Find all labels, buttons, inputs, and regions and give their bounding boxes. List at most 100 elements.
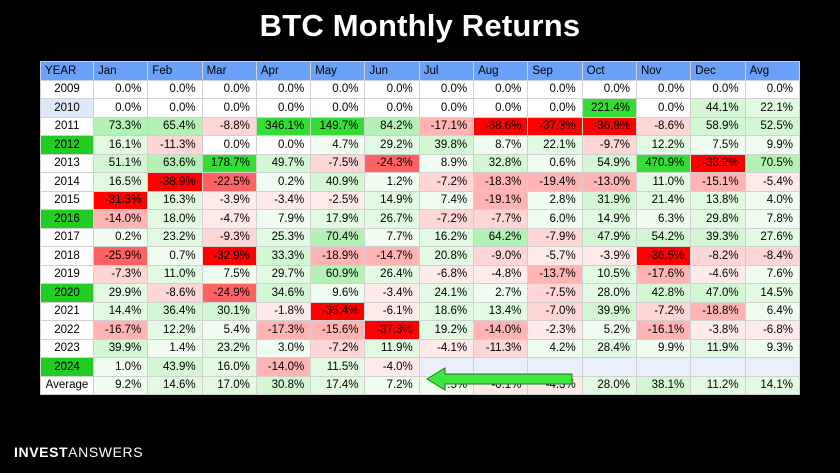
return-cell-avg: -8.4% bbox=[744, 246, 801, 266]
year-cell: 2024 bbox=[40, 357, 94, 377]
return-cell-avg: -5.4% bbox=[744, 172, 801, 192]
return-cell-oct: 28.0% bbox=[581, 283, 637, 303]
table-body: 2009 0.0% 0.0% 0.0% 0.0% 0.0% 0.0% 0.0% 0.0% 0.0%… bbox=[40, 79, 801, 395]
return-cell-mar: -24.9% bbox=[201, 283, 257, 303]
return-cell-aug: -11.3% bbox=[473, 338, 529, 358]
return-cell-nov: 0.0% bbox=[635, 79, 692, 99]
return-cell-mar: -32.9% bbox=[201, 246, 257, 266]
return-cell-apr: 49.7% bbox=[255, 153, 312, 173]
return-cell-apr: 0.0% bbox=[255, 135, 312, 155]
left-arrow-annotation bbox=[426, 367, 573, 391]
return-cell-sep: -7.9% bbox=[527, 227, 583, 247]
return-cell-apr: 29.7% bbox=[255, 264, 312, 284]
return-cell-dec: 39.3% bbox=[690, 227, 746, 247]
return-cell-sep: 0.6% bbox=[527, 153, 583, 173]
return-cell-feb: 0.0% bbox=[147, 79, 203, 99]
return-cell-may: -7.5% bbox=[310, 153, 366, 173]
return-cell-aug: -9.0% bbox=[473, 246, 529, 266]
return-cell-sep: -7.5% bbox=[527, 283, 583, 303]
return-cell-jan: 16.1% bbox=[92, 135, 149, 155]
year-cell: 2021 bbox=[40, 301, 94, 321]
return-cell-jun: -14.7% bbox=[364, 246, 420, 266]
return-cell-oct: 28.0% bbox=[581, 375, 637, 395]
return-cell-jan: 51.1% bbox=[92, 153, 149, 173]
year-cell: 2019 bbox=[40, 264, 94, 284]
return-cell-jan: 29.9% bbox=[92, 283, 149, 303]
return-cell-oct: 54.9% bbox=[581, 153, 637, 173]
return-cell-dec: 44.1% bbox=[690, 98, 746, 118]
return-cell-nov: -8.6% bbox=[635, 116, 692, 136]
column-header-sep: Sep bbox=[527, 61, 583, 81]
return-cell-oct: -36.8% bbox=[581, 116, 637, 136]
return-cell-dec: -18.8% bbox=[690, 301, 746, 321]
year-cell: 2017 bbox=[40, 227, 94, 247]
return-cell-nov: 9.9% bbox=[635, 338, 692, 358]
table-row: 2016 -14.0% 18.0% -4.7% 7.9% 17.9% 26.7% -7.2% -… bbox=[40, 209, 801, 229]
return-cell-avg: 7.8% bbox=[744, 209, 801, 229]
return-cell-mar: -8.8% bbox=[201, 116, 257, 136]
return-cell-mar: 0.0% bbox=[201, 79, 257, 99]
return-cell-apr: -3.4% bbox=[255, 190, 312, 210]
return-cell-jul: 18.6% bbox=[418, 301, 475, 321]
return-cell-jul: -17.1% bbox=[418, 116, 475, 136]
table-row: 2023 39.9% 1.4% 23.2% 3.0% -7.2% 11.9% -4.1% -11… bbox=[40, 338, 801, 358]
return-cell-avg: 9.3% bbox=[744, 338, 801, 358]
column-header-aug: Aug bbox=[473, 61, 529, 81]
return-cell-sep: 0.0% bbox=[527, 79, 583, 99]
return-cell-sep: -37.3% bbox=[527, 116, 583, 136]
return-cell-jun: 14.9% bbox=[364, 190, 420, 210]
footer-brand-bold: INVEST bbox=[14, 444, 69, 460]
column-header-may: May bbox=[310, 61, 366, 81]
return-cell-aug: 2.7% bbox=[473, 283, 529, 303]
column-header-feb: Feb bbox=[147, 61, 203, 81]
return-cell-jul: 19.2% bbox=[418, 320, 475, 340]
table-row: 2009 0.0% 0.0% 0.0% 0.0% 0.0% 0.0% 0.0% 0.0% 0.0%… bbox=[40, 79, 801, 99]
return-cell-mar: 16.0% bbox=[201, 357, 257, 377]
return-cell-jun: -24.3% bbox=[364, 153, 420, 173]
column-header-nov: Nov bbox=[635, 61, 692, 81]
return-cell-dec: -3.8% bbox=[690, 320, 746, 340]
return-cell-feb: -38.9% bbox=[147, 172, 203, 192]
return-cell-nov: 42.8% bbox=[635, 283, 692, 303]
return-cell-oct: -9.7% bbox=[581, 135, 637, 155]
return-cell-sep: -2.3% bbox=[527, 320, 583, 340]
return-cell-dec: -33.2% bbox=[690, 153, 746, 173]
return-cell-may: 9.6% bbox=[310, 283, 366, 303]
return-cell-nov: 21.4% bbox=[635, 190, 692, 210]
return-cell-may: -7.2% bbox=[310, 338, 366, 358]
year-cell: 2010 bbox=[40, 98, 94, 118]
return-cell-jun: 1.2% bbox=[364, 172, 420, 192]
year-cell: 2023 bbox=[40, 338, 94, 358]
return-cell-jul: -4.1% bbox=[418, 338, 475, 358]
return-cell-feb: -11.3% bbox=[147, 135, 203, 155]
return-cell-mar: -9.3% bbox=[201, 227, 257, 247]
return-cell-aug: -18.3% bbox=[473, 172, 529, 192]
return-cell-may: 4.7% bbox=[310, 135, 366, 155]
table-row: 2015 -31.3% 16.3% -3.9% -3.4% -2.5% 14.9% 7.4% -… bbox=[40, 190, 801, 210]
return-cell-may: 70.4% bbox=[310, 227, 366, 247]
return-cell-sep: 4.2% bbox=[527, 338, 583, 358]
return-cell-aug: -4.8% bbox=[473, 264, 529, 284]
return-cell-apr: -14.0% bbox=[255, 357, 312, 377]
year-cell: 2014 bbox=[40, 172, 94, 192]
return-cell-dec: 13.8% bbox=[690, 190, 746, 210]
return-cell-mar: 17.0% bbox=[201, 375, 257, 395]
column-header-oct: Oct bbox=[581, 61, 637, 81]
year-cell: 2018 bbox=[40, 246, 94, 266]
return-cell-jun: 11.9% bbox=[364, 338, 420, 358]
column-header-mar: Mar bbox=[201, 61, 257, 81]
return-cell-avg: -6.8% bbox=[744, 320, 801, 340]
return-cell-may: -18.9% bbox=[310, 246, 366, 266]
return-cell-avg: 6.4% bbox=[744, 301, 801, 321]
return-cell-jan: 0.2% bbox=[92, 227, 149, 247]
return-cell-sep: 2.8% bbox=[527, 190, 583, 210]
return-cell-nov: 6.3% bbox=[635, 209, 692, 229]
returns-table: YEAR Jan Feb Mar Apr May Jun Jul Aug Sep Oct Nov Dec… bbox=[40, 61, 801, 395]
return-cell-dec: 0.0% bbox=[690, 79, 746, 99]
return-cell-nov: -7.2% bbox=[635, 301, 692, 321]
header-row: YEAR Jan Feb Mar Apr May Jun Jul Aug Sep Oct Nov Dec… bbox=[40, 61, 801, 81]
year-cell: 2011 bbox=[40, 116, 94, 136]
return-cell-avg: 52.5% bbox=[744, 116, 801, 136]
return-cell-sep: -19.4% bbox=[527, 172, 583, 192]
return-cell-dec: -15.1% bbox=[690, 172, 746, 192]
